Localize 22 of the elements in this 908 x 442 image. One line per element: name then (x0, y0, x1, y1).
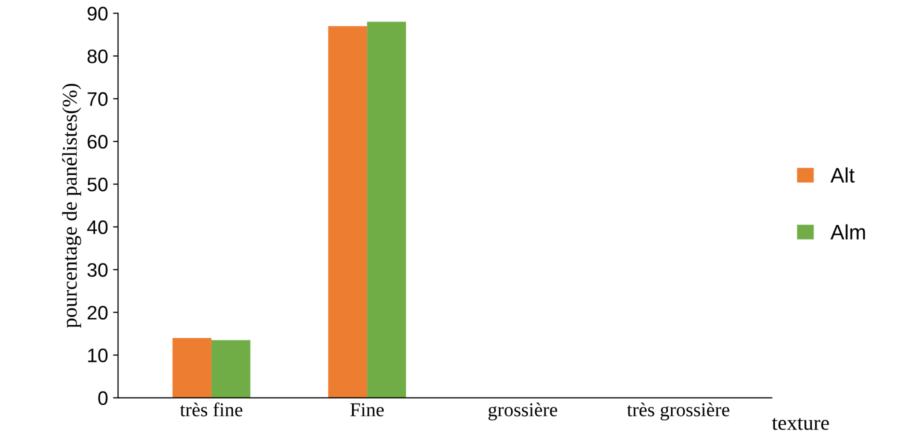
y-tick-label: 50 (87, 178, 108, 192)
legend-label: Alt (830, 167, 855, 183)
y-tick-label: 20 (88, 306, 108, 320)
y-tick-label: 0 (98, 391, 108, 406)
y-tick-label: 60 (88, 134, 108, 149)
x-axis-title: texture (772, 418, 829, 430)
bar (211, 340, 250, 398)
x-tick-label: très fine (180, 402, 242, 416)
y-tick-label: 40 (87, 220, 108, 234)
x-tick-label: grossière (488, 402, 558, 420)
bar (328, 26, 368, 398)
legend-label: Alm (830, 224, 865, 240)
y-tick-label: 10 (88, 348, 108, 362)
x-tick-label: Fine (350, 403, 384, 416)
y-tick-label: 90 (88, 6, 108, 20)
bar (367, 22, 406, 398)
y-tick-label: 80 (88, 49, 108, 64)
y-tick-label: 30 (87, 263, 108, 277)
y-tick-label: 70 (88, 92, 108, 106)
y-axis-title: pourcentage de panélistes(%) (62, 84, 82, 328)
x-tick-label: très grossière (627, 402, 730, 420)
bar (172, 338, 212, 398)
